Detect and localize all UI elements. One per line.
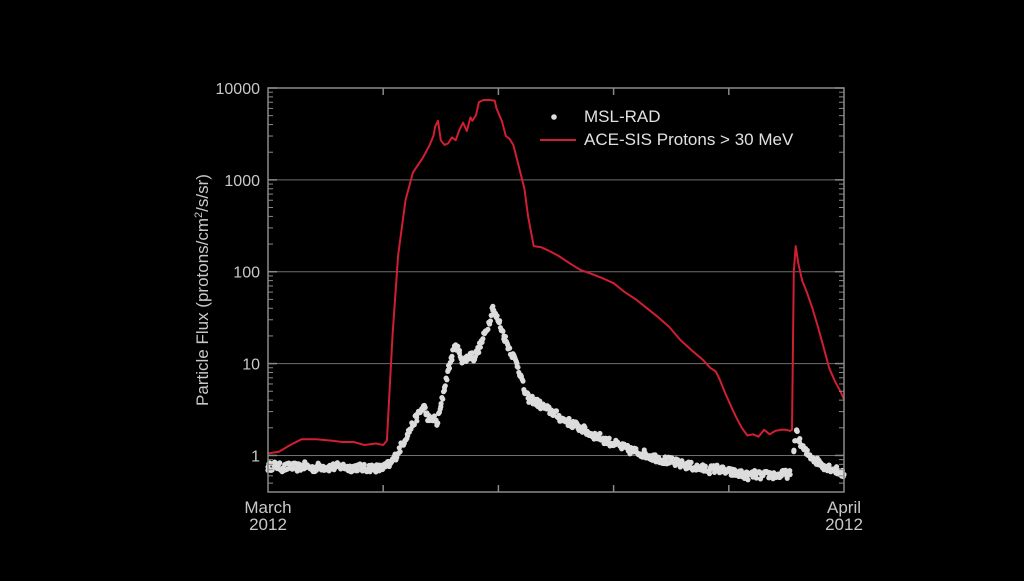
- data-point-msl-rad: [441, 387, 448, 393]
- data-point-msl-rad: [497, 318, 503, 324]
- data-point-msl-rad: [438, 400, 444, 407]
- data-point-msl-rad: [500, 328, 506, 334]
- data-point-msl-rad: [442, 383, 448, 389]
- plot-background: [268, 88, 844, 492]
- data-point-msl-rad: [435, 420, 441, 426]
- data-point-msl-rad: [476, 349, 482, 356]
- data-point-msl-rad: [688, 459, 694, 465]
- data-point-msl-rad: [477, 344, 483, 350]
- data-point-msl-rad: [797, 436, 803, 442]
- data-point-msl-rad: [784, 475, 790, 481]
- data-point-msl-rad: [787, 468, 793, 474]
- legend-label-msl-rad: MSL-RAD: [584, 107, 661, 126]
- data-point-msl-rad: [469, 350, 475, 356]
- data-point-msl-rad: [753, 475, 759, 481]
- data-point-msl-rad: [446, 365, 453, 371]
- data-point-msl-rad: [804, 447, 810, 453]
- plot-frame: [267, 87, 845, 493]
- data-point-msl-rad: [529, 393, 535, 399]
- y-tick-label: 100: [233, 265, 260, 282]
- data-point-msl-rad: [431, 413, 437, 419]
- data-point-msl-rad: [606, 435, 612, 441]
- x-tick-label: April: [827, 498, 861, 517]
- data-point-msl-rad: [414, 418, 420, 424]
- data-point-msl-rad: [507, 345, 513, 351]
- data-point-msl-rad: [354, 468, 361, 474]
- data-point-msl-rad: [440, 396, 446, 402]
- y-tick-label: 10: [242, 357, 260, 374]
- data-point-msl-rad: [437, 406, 443, 412]
- data-point-msl-rad: [456, 347, 463, 354]
- y-tick-label: 1000: [224, 173, 260, 190]
- data-point-msl-rad: [444, 377, 450, 383]
- data-point-msl-rad: [411, 422, 417, 428]
- data-point-msl-rad: [794, 428, 800, 435]
- data-point-msl-rad: [502, 334, 509, 340]
- data-point-msl-rad: [277, 460, 283, 466]
- data-point-msl-rad: [485, 326, 491, 332]
- data-point-msl-rad: [504, 340, 510, 346]
- data-point-msl-rad: [397, 449, 403, 455]
- data-point-msl-rad: [361, 461, 367, 468]
- data-point-msl-rad: [706, 471, 713, 477]
- data-point-msl-rad: [480, 336, 486, 342]
- data-point-msl-rad: [513, 358, 519, 365]
- x-tick-label: 2012: [825, 515, 863, 534]
- data-point-msl-rad: [826, 462, 832, 468]
- legend-marker-msl-rad: [551, 114, 557, 120]
- data-point-msl-rad: [597, 430, 603, 437]
- y-tick-label: 1: [251, 448, 260, 465]
- x-tick-label: March: [244, 498, 291, 517]
- data-point-msl-rad: [553, 408, 560, 414]
- data-point-msl-rad: [702, 463, 708, 469]
- data-point-msl-rad: [520, 378, 526, 384]
- x-tick-label: 2012: [249, 515, 287, 534]
- data-point-msl-rad: [449, 357, 455, 363]
- data-point-msl-rad: [679, 458, 685, 464]
- data-point-msl-rad: [487, 318, 494, 324]
- y-tick-label: 10000: [216, 81, 261, 98]
- data-point-msl-rad: [833, 464, 840, 470]
- legend-label-ace-sis: ACE-SIS Protons > 30 MeV: [584, 130, 794, 149]
- data-point-msl-rad: [422, 404, 428, 411]
- data-point-msl-rad: [791, 447, 797, 453]
- grid-layer: [268, 179, 844, 456]
- series-line-ace-sis: [267, 99, 845, 455]
- series-layer: [265, 99, 847, 483]
- data-point-msl-rad: [386, 463, 392, 470]
- data-point-msl-rad: [455, 343, 461, 349]
- data-point-msl-rad: [494, 313, 500, 319]
- data-point-msl-rad: [745, 477, 751, 483]
- y-axis-label: Particle Flux (protons/cm2/s/sr): [193, 174, 212, 406]
- data-point-msl-rad: [515, 364, 521, 370]
- legend: MSL-RAD ACE-SIS Protons > 30 MeV: [540, 107, 794, 149]
